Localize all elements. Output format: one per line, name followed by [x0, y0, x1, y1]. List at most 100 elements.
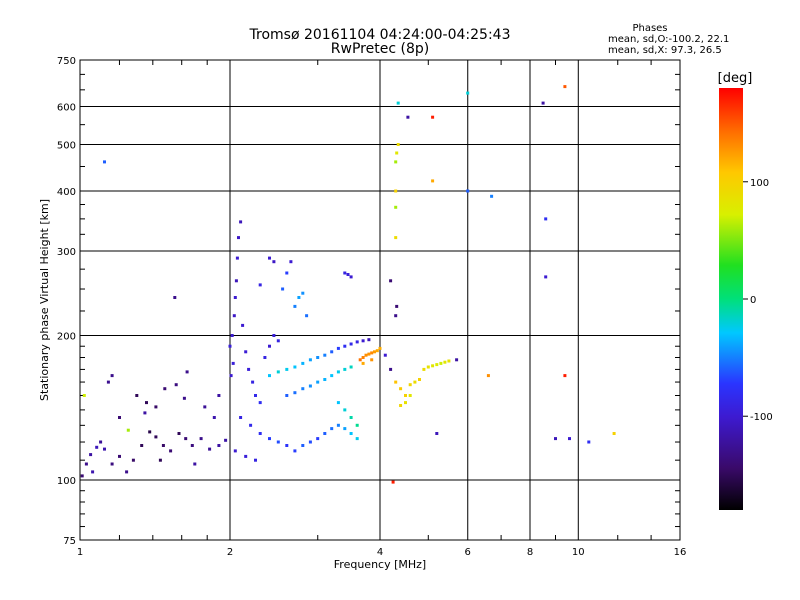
data-point [95, 445, 99, 449]
data-point [182, 396, 186, 400]
phases-o-stats: mean, sd,O:-100.2, 22.1 [608, 34, 729, 45]
data-point [268, 437, 271, 441]
data-point [349, 275, 353, 279]
data-point [396, 101, 400, 105]
data-point [563, 85, 567, 89]
data-point [177, 432, 181, 435]
data-point [447, 359, 451, 363]
data-point [466, 189, 470, 193]
data-point [268, 344, 271, 348]
data-point [89, 453, 93, 457]
data-point [154, 435, 158, 439]
data-point [431, 179, 435, 183]
data-point [135, 394, 139, 397]
data-point [367, 352, 371, 356]
data-point [486, 374, 490, 378]
data-point [389, 279, 393, 283]
data-point [439, 361, 443, 365]
data-point [258, 283, 262, 287]
data-point [154, 405, 158, 409]
data-point [185, 370, 189, 374]
data-point [301, 291, 305, 295]
data-point [361, 339, 365, 343]
data-point [563, 374, 567, 378]
data-point [394, 314, 398, 318]
colorbar-label: [deg] [718, 71, 753, 86]
data-point [163, 387, 167, 391]
data-point [174, 383, 178, 387]
data-point [148, 430, 152, 434]
data-point [395, 304, 399, 308]
data-point [268, 256, 271, 260]
data-point [394, 189, 398, 193]
chart-title: Tromsø 20161104 04:24:00-04:25:43 [249, 27, 511, 43]
data-point [305, 314, 309, 318]
data-point [289, 260, 293, 264]
data-point [361, 361, 365, 365]
data-point [82, 394, 86, 397]
phases-x-stats: mean, sd,X: 97.3, 26.5 [608, 45, 722, 56]
data-point [125, 470, 129, 474]
data-point [455, 358, 459, 362]
data-point [330, 374, 334, 378]
data-point [404, 401, 407, 405]
data-point [367, 338, 371, 342]
data-point [378, 346, 382, 350]
x-axis-label: Frequency [MHz] [334, 558, 426, 571]
data-point [336, 346, 340, 350]
data-point [161, 444, 165, 447]
data-point [336, 423, 340, 427]
data-point [272, 334, 276, 337]
data-point [158, 458, 162, 462]
data-point [224, 438, 228, 442]
y-tick-label: 750 [57, 56, 76, 67]
data-point [316, 437, 320, 441]
data-point [203, 405, 207, 409]
data-point [285, 394, 289, 397]
data-point [106, 380, 110, 384]
scatter-points [80, 85, 616, 484]
data-point [217, 394, 221, 397]
data-point [370, 358, 374, 362]
data-point [228, 344, 232, 348]
data-point [199, 437, 203, 441]
data-point [343, 271, 347, 275]
data-point [80, 474, 84, 478]
y-tick-label: 200 [57, 332, 76, 343]
data-point [355, 340, 359, 344]
data-point [349, 432, 353, 435]
data-point [394, 380, 398, 384]
y-tick-label: 75 [63, 536, 76, 547]
data-point [234, 279, 238, 283]
data-point [349, 416, 353, 419]
y-tick-label: 500 [57, 141, 76, 152]
data-point [541, 101, 545, 105]
data-point [408, 383, 412, 387]
data-point [370, 351, 374, 355]
data-point [466, 91, 470, 95]
data-point [145, 401, 148, 405]
data-point [301, 444, 305, 447]
data-point [399, 387, 403, 391]
data-point [364, 353, 368, 357]
data-point [343, 427, 347, 431]
data-point [358, 358, 362, 362]
data-point [346, 273, 350, 276]
data-point [301, 387, 305, 391]
data-point [435, 432, 439, 435]
data-point [375, 349, 379, 353]
data-point [391, 480, 395, 484]
x-tick-label: 4 [377, 547, 383, 558]
x-tick-label: 16 [674, 547, 687, 558]
data-point [293, 449, 297, 453]
data-point [396, 143, 400, 146]
data-point [418, 378, 421, 381]
data-point [184, 437, 188, 441]
data-point [232, 314, 236, 318]
data-point [276, 370, 280, 374]
data-point [281, 287, 285, 291]
x-axis-ticks: 1 2 4 6 8 10 16 [77, 60, 687, 558]
data-point [422, 367, 426, 371]
data-point [140, 444, 144, 447]
